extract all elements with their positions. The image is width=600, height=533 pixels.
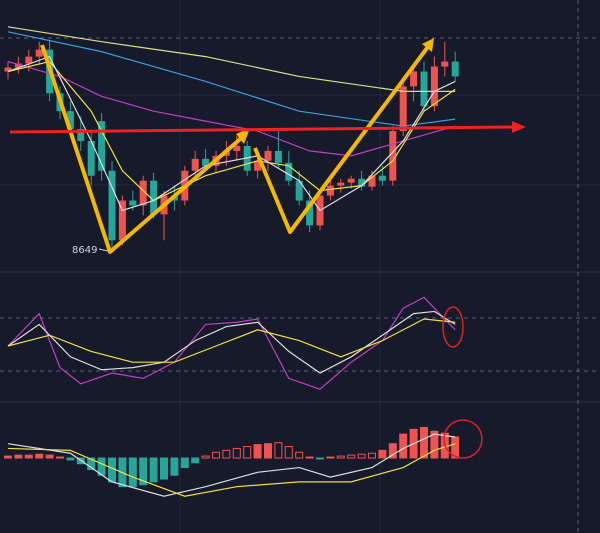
candle-body [264, 150, 272, 161]
macd-bar [56, 456, 64, 459]
macd-bar [357, 453, 366, 459]
candle-body [420, 71, 428, 107]
arrow-head [236, 128, 250, 144]
macd-bar [378, 449, 387, 459]
candle-body [441, 61, 449, 67]
candle-body [191, 158, 199, 171]
candle-body [118, 200, 126, 241]
arrow-head [422, 38, 434, 52]
macd-bar [305, 456, 314, 459]
macd-bar [160, 457, 168, 480]
macd-bar [14, 454, 23, 459]
candle-body [139, 180, 147, 206]
macd-bar [388, 443, 397, 459]
candle-body [295, 180, 303, 201]
candle-body [66, 111, 74, 130]
low-label: 8649 [72, 245, 97, 256]
macd-bar [222, 449, 231, 459]
label-pointer [98, 248, 109, 252]
candle-body [306, 200, 314, 226]
candle-body [399, 86, 407, 132]
indicator-line [7, 31, 456, 127]
macd-bar [108, 457, 116, 483]
indicator-line [7, 310, 456, 374]
candle-body [108, 170, 116, 241]
indicator-line [7, 443, 456, 497]
macd-bar [180, 457, 189, 469]
arrow-head [512, 121, 526, 133]
macd-bar [87, 457, 96, 470]
macd-bar [201, 455, 210, 459]
indicator-line [7, 60, 456, 202]
candle-body [451, 61, 459, 77]
macd-bar [368, 452, 376, 459]
indicator-line [7, 318, 456, 363]
macd-bar [24, 454, 33, 459]
highlight-circle [443, 419, 483, 459]
candle-body [87, 140, 95, 176]
candle-body [378, 175, 386, 181]
macd-bar [139, 457, 148, 486]
candle-body [368, 175, 376, 187]
trend-arrow [253, 42, 432, 234]
candle-body [202, 158, 210, 166]
macd-bar [347, 454, 356, 459]
candle-body [4, 67, 12, 72]
macd-bar [149, 457, 158, 483]
macd-bar [253, 444, 262, 459]
indicator-line [7, 26, 456, 92]
candle-body [285, 162, 293, 181]
trend-arrow [40, 44, 248, 254]
macd-bar [326, 456, 335, 459]
macd-bar [316, 457, 324, 460]
macd-bar [4, 455, 12, 459]
macd-bar [336, 455, 345, 459]
macd-bar [128, 457, 137, 488]
candle-body [347, 178, 355, 183]
macd-bar [35, 453, 44, 459]
macd-bar [45, 454, 54, 459]
candle-body [98, 121, 106, 171]
indicator-line [7, 296, 456, 390]
macd-bar [295, 451, 304, 459]
candle-body [77, 129, 85, 141]
highlight-circle [442, 306, 464, 348]
candle-body [150, 180, 158, 215]
candle-body [35, 49, 43, 57]
candle-body [326, 185, 334, 196]
macd-bar [420, 426, 428, 459]
candle-body [389, 131, 397, 181]
candle-body [430, 66, 438, 107]
candle-body [233, 145, 241, 151]
macd-bar [399, 433, 408, 459]
candle-body [337, 182, 345, 186]
macd-bar [212, 451, 220, 459]
indicator-line [7, 60, 456, 157]
candle-body [129, 200, 137, 206]
macd-bar [170, 457, 179, 476]
macd-bar [232, 447, 241, 459]
macd-bar [284, 446, 293, 459]
candle-body [410, 71, 418, 87]
neckline [9, 125, 516, 134]
candle-body [254, 160, 262, 171]
macd-bar [264, 443, 272, 459]
macd-bar [66, 457, 75, 461]
candle-body [25, 56, 33, 64]
macd-bar [243, 446, 252, 459]
macd-bar [191, 457, 200, 464]
macd-bar [430, 430, 439, 459]
candle-body [274, 150, 282, 163]
candle-body [14, 63, 22, 68]
indicator-line [7, 433, 456, 497]
candle-body [358, 178, 366, 187]
macd-bar [274, 442, 283, 459]
annotations [9, 38, 526, 459]
